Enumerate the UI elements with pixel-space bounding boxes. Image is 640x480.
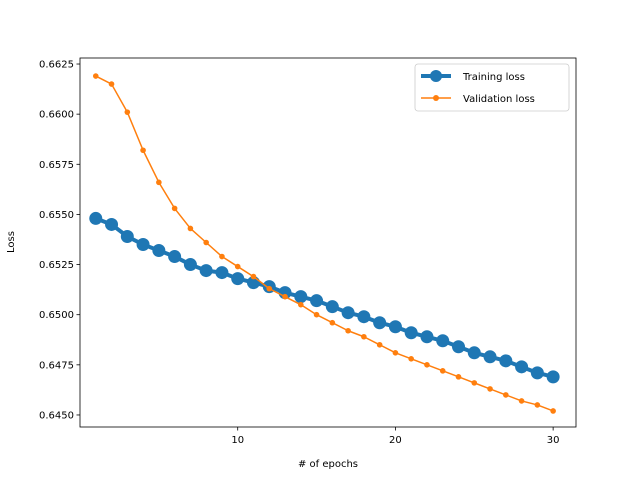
data-point [219, 253, 225, 260]
y-tick-label: 0.6550 [39, 210, 74, 221]
data-point [140, 147, 146, 154]
data-point [199, 264, 213, 278]
data-point [124, 109, 131, 115]
y-axis-label: Loss [6, 231, 17, 253]
data-point [234, 263, 241, 270]
data-point [467, 346, 481, 360]
data-point [325, 300, 339, 314]
legend-marker-training [430, 70, 442, 82]
data-point [373, 316, 387, 330]
data-point [471, 380, 478, 386]
x-tick-label: 30 [547, 435, 560, 446]
data-point [534, 402, 541, 408]
data-point [436, 334, 450, 348]
plot-area [89, 73, 560, 414]
data-point [483, 350, 497, 364]
y-tick-label: 0.6475 [39, 360, 74, 371]
legend-label-validation: Validation loss [463, 94, 535, 105]
data-point [92, 73, 99, 79]
x-tick-label: 20 [389, 435, 402, 446]
data-point [424, 362, 430, 368]
y-tick-label: 0.6625 [39, 60, 74, 71]
y-tick-label: 0.6500 [39, 310, 74, 321]
data-point [313, 311, 320, 318]
data-point [341, 306, 355, 320]
data-point [357, 310, 371, 324]
data-point [408, 356, 414, 362]
data-point [136, 238, 150, 252]
data-point [171, 205, 178, 212]
data-point [420, 330, 434, 344]
x-axis-label: # of epochs [298, 459, 358, 470]
data-point [404, 326, 418, 340]
data-point [187, 225, 194, 232]
legend-label-training: Training loss [462, 72, 525, 83]
series-line-1 [95, 75, 554, 412]
data-point [278, 286, 292, 300]
data-point [515, 360, 529, 374]
data-point [156, 179, 162, 186]
data-point [455, 374, 462, 380]
data-point [183, 258, 197, 272]
x-tick-label: 10 [231, 435, 244, 446]
series-0 [89, 211, 560, 384]
data-point [89, 211, 103, 225]
data-point [108, 81, 115, 87]
legend: Training loss Validation loss [414, 63, 570, 112]
data-point [503, 392, 509, 398]
data-point [388, 320, 402, 334]
data-point [310, 294, 324, 308]
data-point [231, 272, 245, 286]
data-point [329, 319, 336, 326]
data-point [168, 250, 182, 264]
legend-marker-validation [433, 95, 439, 101]
x-axis-ticks: 10 20 30 [231, 427, 559, 446]
data-point [152, 244, 166, 258]
data-point [546, 370, 560, 384]
data-point [361, 333, 367, 340]
legend-box [414, 63, 570, 112]
data-point [392, 350, 399, 356]
data-point [518, 398, 525, 404]
data-point [345, 327, 351, 334]
y-tick-label: 0.6450 [39, 410, 74, 421]
data-point [376, 341, 383, 348]
series-1 [92, 73, 556, 414]
y-tick-label: 0.6575 [39, 160, 74, 171]
data-point [120, 229, 134, 243]
data-point [105, 217, 119, 231]
axes-frame [79, 57, 577, 428]
data-point [530, 366, 544, 380]
data-point [282, 293, 288, 300]
data-point [499, 354, 513, 368]
data-point [215, 266, 229, 280]
y-axis-ticks: 0.6450 0.6475 0.6500 0.6525 0.6550 0.6575 0.66… [39, 60, 80, 421]
data-point [266, 285, 273, 292]
data-point [550, 408, 556, 414]
data-point [294, 290, 308, 304]
data-point [250, 273, 257, 280]
data-point [203, 239, 209, 246]
y-tick-label: 0.6525 [39, 260, 74, 271]
data-point [452, 340, 466, 354]
y-tick-label: 0.6600 [39, 110, 74, 121]
data-point [297, 301, 304, 308]
data-point [487, 386, 493, 392]
data-point [439, 368, 446, 374]
